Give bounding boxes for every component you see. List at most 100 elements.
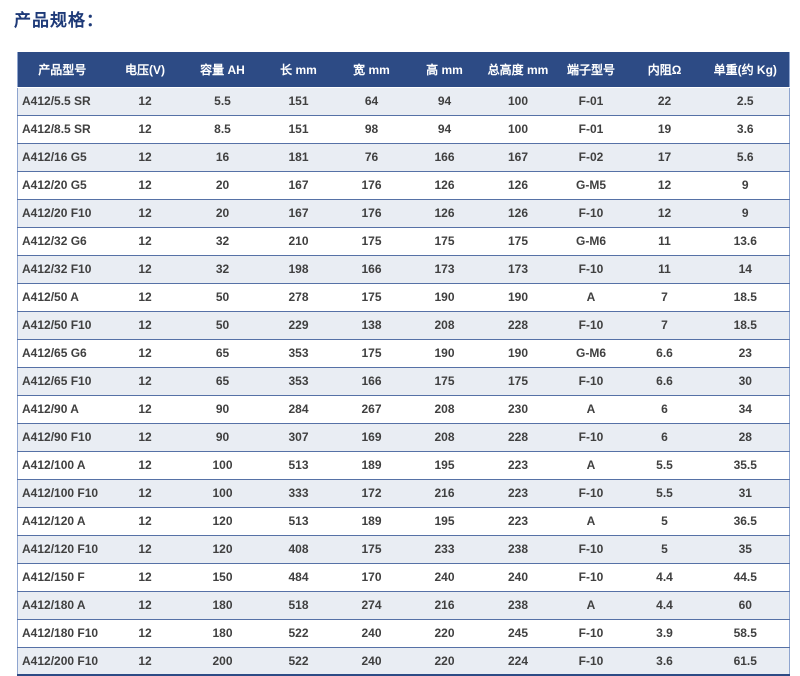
value-cell: 513 <box>288 514 309 528</box>
value-cell: 238 <box>507 542 529 556</box>
value-cell: F-10 <box>578 430 604 444</box>
table-row: A412/32 F10 12 32 198 166 173 173 F-10 11 14 <box>17 255 790 283</box>
value-cell: 50 <box>215 318 230 332</box>
value-cell: 151 <box>288 94 309 108</box>
value-cell: 175 <box>434 234 455 248</box>
value-cell: 166 <box>434 150 455 164</box>
model-cell: A412/180 F10 <box>22 626 99 640</box>
model-cell: A412/32 G6 <box>22 234 87 248</box>
value-cell: 126 <box>507 206 529 220</box>
value-cell: 36.5 <box>733 514 757 528</box>
value-cell: 150 <box>212 570 233 584</box>
value-cell: G-M6 <box>576 346 606 360</box>
value-cell: 35.5 <box>733 458 757 472</box>
value-cell: 240 <box>507 570 529 584</box>
value-cell: 190 <box>507 290 529 304</box>
value-cell: 245 <box>507 626 529 640</box>
model-cell: A412/5.5 SR <box>22 94 91 108</box>
value-cell: 233 <box>434 542 455 556</box>
value-cell: G-M5 <box>576 178 606 192</box>
table-row: A412/20 F10 12 20 167 176 126 126 F-10 12 9 <box>17 199 790 227</box>
value-cell: 216 <box>434 598 455 612</box>
table-row: A412/50 A 12 50 278 175 190 190 A 7 18.5 <box>17 283 790 311</box>
value-cell: 229 <box>288 318 309 332</box>
table-row: A412/50 F10 12 50 229 138 208 228 F-10 7 18.5 <box>17 311 790 339</box>
value-cell: 195 <box>434 458 455 472</box>
value-cell: 175 <box>434 374 455 388</box>
model-cell: A412/120 F10 <box>22 542 99 556</box>
model-cell: A412/32 F10 <box>22 262 92 276</box>
table-row: A412/32 G6 12 32 210 175 175 175 G-M6 11 13.6 <box>17 227 790 255</box>
value-cell: 12 <box>138 150 152 164</box>
value-cell: 180 <box>212 598 233 612</box>
value-cell: 220 <box>434 626 455 640</box>
value-cell: 173 <box>434 262 455 276</box>
table-row: A412/200 F10 12 200 522 240 220 224 F-10 3.6 61.5 <box>17 647 790 675</box>
value-cell: 44.5 <box>733 570 757 584</box>
value-cell: 12 <box>138 234 152 248</box>
value-cell: F-10 <box>578 486 604 500</box>
value-cell: 7 <box>661 290 668 304</box>
value-cell: 274 <box>361 598 382 612</box>
value-cell: 267 <box>361 402 382 416</box>
value-cell: 12 <box>138 346 152 360</box>
value-cell: 484 <box>288 570 309 584</box>
value-cell: 16 <box>215 150 230 164</box>
value-cell: 58.5 <box>733 626 757 640</box>
value-cell: 23 <box>738 346 752 360</box>
value-cell: 32 <box>215 234 230 248</box>
value-cell: 228 <box>507 430 529 444</box>
value-cell: 12 <box>138 653 152 668</box>
value-cell: A <box>586 290 596 304</box>
value-cell: 76 <box>364 150 379 164</box>
value-cell: 172 <box>361 486 382 500</box>
value-cell: 518 <box>288 598 309 612</box>
value-cell: 12 <box>138 430 152 444</box>
value-cell: A <box>586 458 596 472</box>
value-cell: 513 <box>288 458 309 472</box>
value-cell: 20 <box>215 206 230 220</box>
value-cell: 180 <box>212 626 233 640</box>
model-cell: A412/20 F10 <box>22 206 92 220</box>
table-row: A412/180 F10 12 180 522 240 220 245 F-10 3.9 58.5 <box>17 619 790 647</box>
value-cell: F-02 <box>578 150 604 164</box>
value-cell: 28 <box>738 430 752 444</box>
value-cell: 17 <box>657 150 672 164</box>
value-cell: 5 <box>661 542 668 556</box>
value-cell: 12 <box>138 598 152 612</box>
value-cell: 6.6 <box>656 374 673 388</box>
model-cell: A412/20 G5 <box>22 178 87 192</box>
value-cell: 190 <box>434 290 455 304</box>
value-cell: 9 <box>741 178 749 192</box>
value-cell: 5 <box>661 514 668 528</box>
value-cell: 94 <box>437 94 452 108</box>
table-row: A412/120 F10 12 120 408 175 233 238 F-10 5 35 <box>17 535 790 563</box>
table-row: A412/90 F10 12 90 307 169 208 228 F-10 6 28 <box>17 423 790 451</box>
spec-table-header: 产品型号 电压(V) 容量 AH 长 mm 宽 mm 高 mm 总高度 mm 端子型号 内阻Ω 单… <box>17 52 790 88</box>
table-row: A412/8.5 SR 12 8.5 151 98 94 100 F-01 19 3.6 <box>17 115 790 143</box>
value-cell: 333 <box>288 486 309 500</box>
value-cell: 6 <box>661 402 668 416</box>
value-cell: 90 <box>215 430 230 444</box>
column-header: 端子型号 <box>554 52 628 88</box>
value-cell: 238 <box>507 598 529 612</box>
value-cell: 5.6 <box>736 150 754 164</box>
value-cell: 12 <box>138 486 152 500</box>
value-cell: 175 <box>361 234 382 248</box>
value-cell: 224 <box>507 653 529 668</box>
value-cell: 353 <box>288 374 309 388</box>
model-cell: A412/50 A <box>22 290 79 304</box>
value-cell: 189 <box>361 514 382 528</box>
value-cell: 353 <box>288 346 309 360</box>
value-cell: 151 <box>288 122 309 136</box>
value-cell: 12 <box>138 290 152 304</box>
value-cell: 522 <box>288 653 309 668</box>
value-cell: 216 <box>434 486 455 500</box>
value-cell: F-10 <box>578 542 604 556</box>
value-cell: 12 <box>138 542 152 556</box>
value-cell: 100 <box>507 122 529 136</box>
value-cell: F-10 <box>578 206 604 220</box>
table-row: A412/120 A 12 120 513 189 195 223 A 5 36.5 <box>17 507 790 535</box>
value-cell: 208 <box>434 430 455 444</box>
